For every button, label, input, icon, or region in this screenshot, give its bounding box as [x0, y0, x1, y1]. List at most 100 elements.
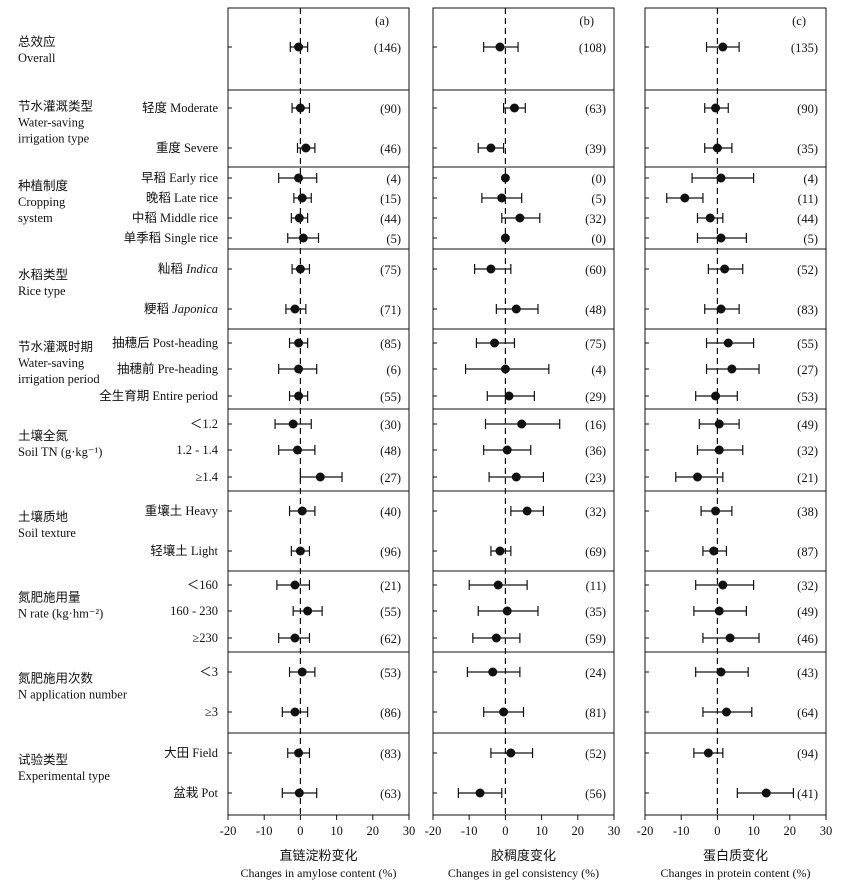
- row-label: 早稻 Early rice: [141, 171, 219, 185]
- row-label: 大田 Field: [164, 746, 219, 760]
- estimate-11: (29): [486, 390, 606, 404]
- mean-point: [294, 338, 304, 348]
- row-label: 160 - 230: [170, 604, 218, 618]
- estimate-22: (94): [693, 747, 818, 761]
- sample-count: (90): [797, 102, 818, 116]
- sample-count: (71): [380, 303, 401, 317]
- mean-point: [721, 707, 731, 717]
- sample-count: (32): [585, 505, 606, 519]
- estimate-4: (15): [293, 192, 401, 206]
- sample-count: (27): [797, 363, 818, 377]
- estimate-2: (35): [704, 142, 818, 156]
- sample-count: (75): [380, 263, 401, 277]
- mean-point: [711, 103, 721, 113]
- sample-count: (49): [797, 605, 818, 619]
- row-label: 轻壤土 Light: [150, 543, 218, 558]
- estimate-18: (49): [693, 605, 818, 619]
- group-title-en: system: [18, 211, 53, 225]
- mean-point: [727, 364, 737, 374]
- sample-count: (11): [586, 579, 606, 593]
- sample-count: (63): [380, 787, 401, 801]
- sample-count: (52): [797, 263, 818, 277]
- estimate-4: (5): [481, 192, 606, 206]
- axis-title-en: Changes in amylose content (%): [241, 866, 397, 880]
- x-tick-label: -10: [673, 824, 690, 838]
- sample-count: (0): [591, 172, 606, 186]
- mean-point: [491, 633, 501, 643]
- group-title-en: N application number: [18, 688, 128, 702]
- row-label: 籼稻 Indica: [158, 261, 218, 276]
- estimate-16: (69): [490, 545, 606, 559]
- mean-point: [293, 445, 303, 455]
- estimate-13: (32): [696, 444, 818, 458]
- panel-label: (a): [375, 14, 389, 28]
- group-0: 总效应 Overall: [18, 34, 56, 65]
- group-title-en: irrigation type: [18, 132, 90, 146]
- sample-count: (94): [797, 747, 818, 761]
- panel-b: (b) -20 -10 0 10 20 30 胶稠度变化 Changes in gel cons…: [425, 7, 621, 880]
- mean-point: [502, 445, 512, 455]
- group-title-zh: 节水灌溉时期: [18, 340, 93, 354]
- estimate-4: (11): [666, 192, 818, 206]
- estimate-8: (83): [704, 303, 818, 317]
- group-title-zh: 节水灌溉类型: [18, 100, 93, 114]
- sample-count: (35): [585, 605, 606, 619]
- panel-frame: [432, 7, 615, 816]
- estimate-21: (86): [281, 706, 401, 720]
- sample-count: (96): [380, 545, 401, 559]
- estimate-13: (48): [278, 444, 401, 458]
- x-tick-label: -20: [220, 824, 237, 838]
- x-tick-label: 20: [572, 824, 585, 838]
- sample-count: (30): [380, 418, 401, 432]
- estimate-0: (108): [483, 41, 606, 55]
- x-tick-label: 30: [608, 824, 621, 838]
- estimate-17: (32): [695, 579, 818, 593]
- mean-point: [718, 580, 728, 590]
- sample-count: (44): [797, 212, 818, 226]
- estimate-3: (4): [691, 172, 818, 186]
- sample-count: (53): [797, 390, 818, 404]
- row-label: ≥1.4: [196, 470, 219, 484]
- estimate-2: (39): [477, 142, 606, 156]
- row-label: 晚稻 Late rice: [146, 191, 219, 205]
- sample-count: (56): [585, 787, 606, 801]
- estimate-23: (63): [281, 787, 401, 801]
- mean-point: [680, 193, 690, 203]
- mean-point: [716, 667, 726, 677]
- x-tick-label: 10: [330, 824, 343, 838]
- mean-point: [303, 606, 313, 616]
- sample-count: (43): [797, 666, 818, 680]
- axis-title-en: Changes in gel consistency (%): [448, 866, 599, 880]
- group-title-zh: 土壤质地: [18, 509, 69, 524]
- sample-count: (59): [585, 632, 606, 646]
- group-8: 氮肥施用次数 N application number ＜3 ≥3: [18, 665, 218, 719]
- mean-point: [301, 143, 311, 153]
- estimate-15: (38): [700, 505, 818, 519]
- sample-count: (5): [386, 232, 401, 246]
- estimate-12: (16): [484, 418, 606, 432]
- estimate-9: (85): [288, 337, 401, 351]
- sample-count: (27): [380, 471, 401, 485]
- estimate-5: (44): [290, 212, 401, 226]
- estimate-19: (59): [472, 632, 606, 646]
- row-label: 1.2 - 1.4: [176, 443, 218, 457]
- sample-count: (40): [380, 505, 401, 519]
- row-label: 粳稻 Japonica: [144, 302, 218, 316]
- group-title-en: Experimental type: [18, 769, 110, 783]
- mean-point: [294, 364, 304, 374]
- group-title-zh: 氮肥施用量: [18, 590, 81, 605]
- sample-count: (21): [797, 471, 818, 485]
- estimate-10: (6): [278, 363, 401, 377]
- estimate-10: (4): [464, 363, 606, 377]
- sample-count: (60): [585, 263, 606, 277]
- sample-count: (23): [585, 471, 606, 485]
- row-label: 轻度 Moderate: [142, 100, 218, 115]
- sample-count: (146): [374, 41, 401, 55]
- mean-point: [714, 419, 724, 429]
- estimate-8: (71): [285, 303, 401, 317]
- x-tick-label: 20: [784, 824, 797, 838]
- mean-point: [295, 264, 305, 274]
- row-label: 重壤土 Heavy: [145, 503, 219, 518]
- row-label: ＜160: [187, 578, 218, 592]
- sample-count: (81): [585, 706, 606, 720]
